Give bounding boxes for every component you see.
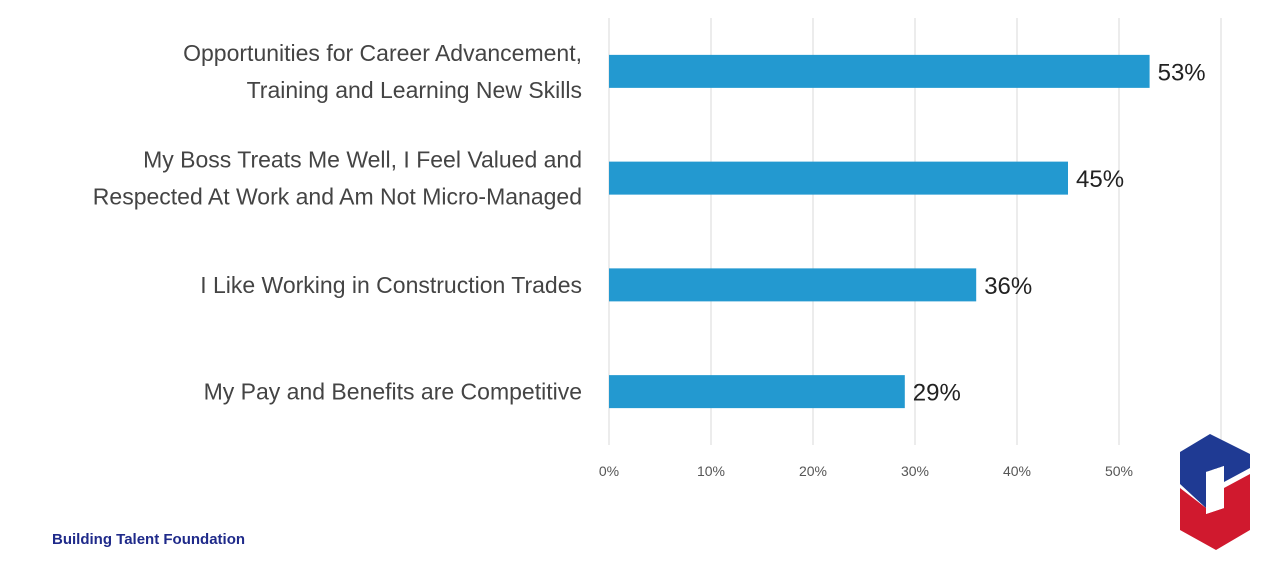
x-tick-label: 40% xyxy=(1003,463,1031,479)
logo-red-shape xyxy=(1180,474,1250,550)
data-label: 29% xyxy=(913,380,961,407)
x-tick-label: 30% xyxy=(901,463,929,479)
x-tick-label: 50% xyxy=(1105,463,1133,479)
category-label: I Like Working in Construction Trades xyxy=(200,272,582,298)
data-label: 45% xyxy=(1076,166,1124,193)
bar xyxy=(609,161,1068,195)
x-tick-label: 10% xyxy=(697,463,725,479)
category-labels: Opportunities for Career Advancement, Tra… xyxy=(93,40,582,405)
x-tick-label: 0% xyxy=(599,463,619,479)
bar xyxy=(609,54,1150,88)
bar xyxy=(609,268,977,302)
x-tick-label: 20% xyxy=(799,463,827,479)
source-footer: Building Talent Foundation xyxy=(52,531,246,548)
logo-blue-shape xyxy=(1180,434,1250,508)
logo-white-gap xyxy=(1206,466,1224,514)
building-talent-foundation-logo-icon xyxy=(1180,434,1250,550)
x-axis-ticks: 0%10%20%30%40%50%60% xyxy=(599,463,1235,479)
gridlines xyxy=(608,18,1222,445)
category-label: My Boss Treats Me Well, I Feel Valued an… xyxy=(93,147,582,210)
category-label: Opportunities for Career Advancement, Tra… xyxy=(183,40,582,103)
data-label: 53% xyxy=(1158,59,1206,86)
value-labels: 53% 45% 36% 29% xyxy=(913,59,1206,406)
bars xyxy=(609,54,1150,409)
bar xyxy=(609,375,905,409)
category-label: My Pay and Benefits are Competitive xyxy=(204,379,582,405)
data-label: 36% xyxy=(984,273,1032,300)
